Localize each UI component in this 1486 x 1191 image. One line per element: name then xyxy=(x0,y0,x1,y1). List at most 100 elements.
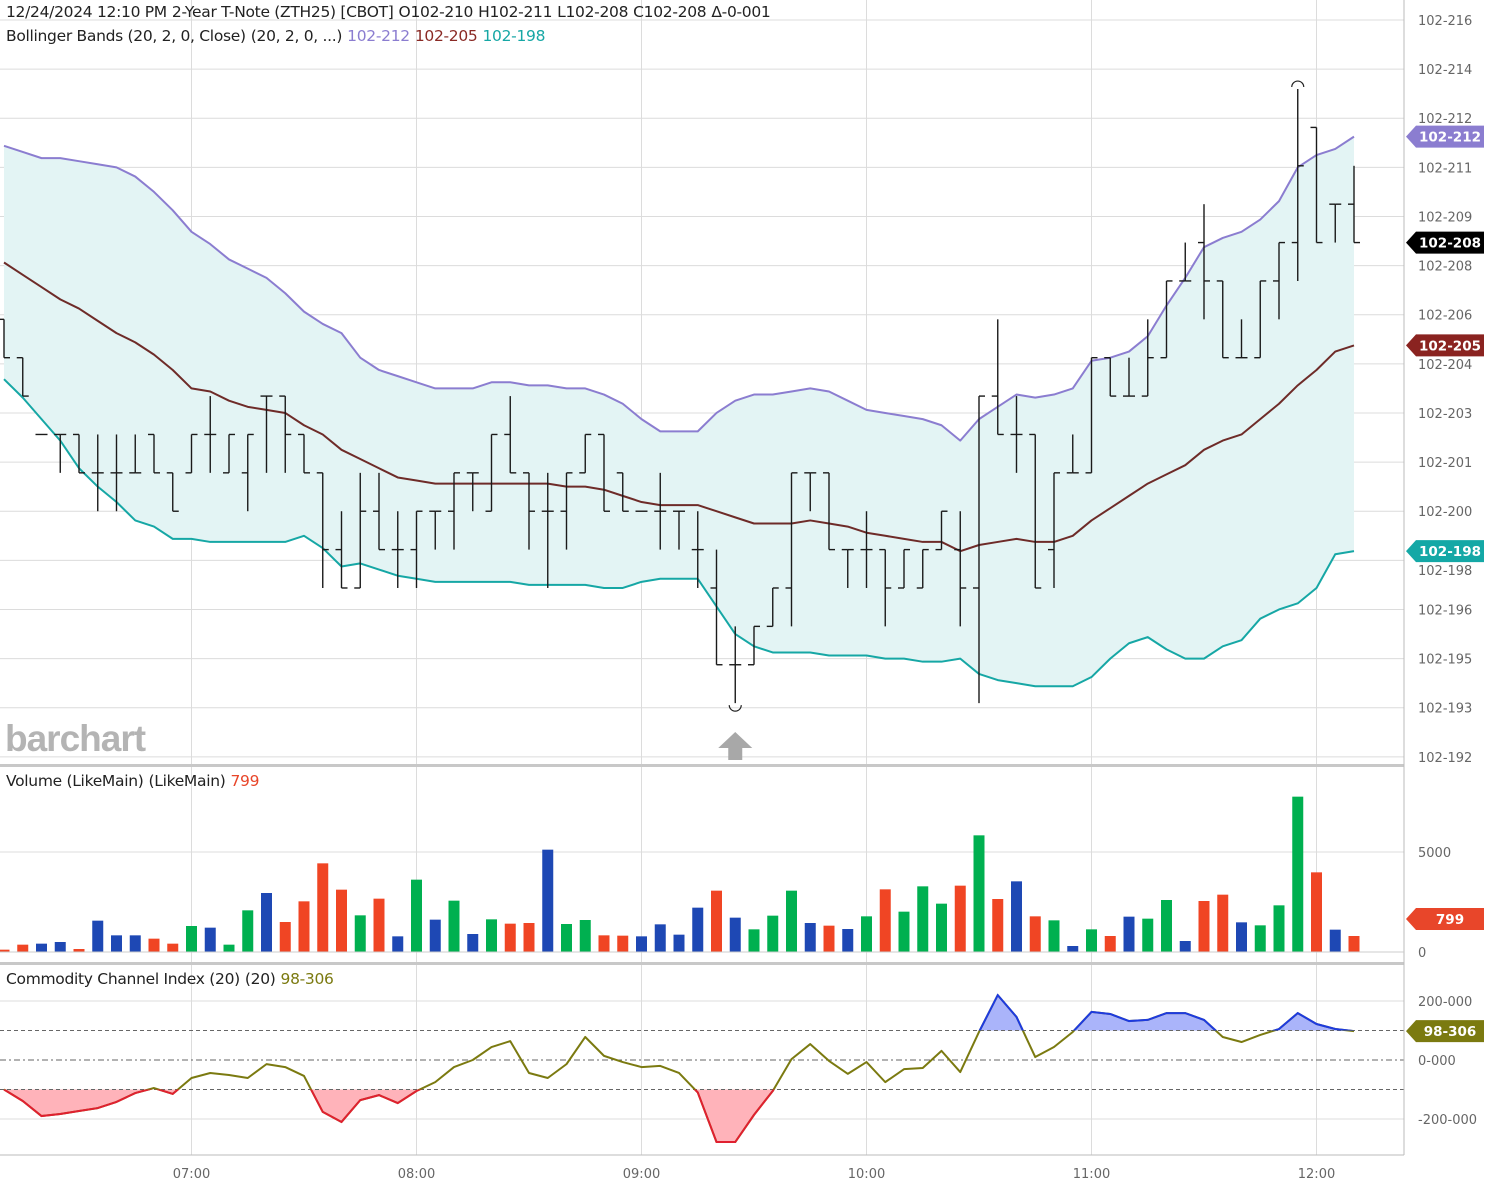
volume-bar[interactable] xyxy=(936,903,947,952)
ohlc-bar[interactable] xyxy=(54,433,67,473)
volume-bar[interactable] xyxy=(73,949,85,952)
volume-bar[interactable] xyxy=(1348,936,1360,952)
ohlc-bar[interactable] xyxy=(560,472,573,550)
volume-bar[interactable] xyxy=(804,923,816,952)
volume-bar[interactable] xyxy=(767,915,779,952)
ohlc-bar[interactable] xyxy=(1329,203,1342,243)
volume-bar[interactable] xyxy=(786,890,797,952)
ohlc-bar[interactable] xyxy=(1235,319,1248,359)
volume-bar[interactable] xyxy=(842,929,854,952)
volume-bar[interactable] xyxy=(167,943,179,952)
volume-bar[interactable] xyxy=(317,863,329,952)
volume-bar[interactable] xyxy=(861,916,872,952)
volume-bar[interactable] xyxy=(954,885,966,952)
ohlc-bar[interactable] xyxy=(466,472,479,512)
volume-bar[interactable] xyxy=(1086,929,1097,952)
ohlc-bar[interactable] xyxy=(241,433,254,512)
volume-bar[interactable] xyxy=(261,893,272,952)
volume-bar[interactable] xyxy=(1329,929,1341,952)
ohlc-bar[interactable] xyxy=(1104,357,1117,397)
ohlc-bar[interactable] xyxy=(16,357,29,397)
ohlc-bar[interactable] xyxy=(1198,204,1210,320)
volume-bar[interactable] xyxy=(617,935,629,952)
volume-bar[interactable] xyxy=(336,889,347,952)
ohlc-bar[interactable] xyxy=(879,548,892,627)
volume-bar[interactable] xyxy=(0,949,10,952)
ohlc-bar[interactable] xyxy=(654,472,667,550)
ohlc-bar[interactable] xyxy=(598,433,610,512)
ohlc-bar[interactable] xyxy=(841,548,854,588)
ohlc-bar[interactable] xyxy=(898,548,910,589)
volume-bar[interactable] xyxy=(242,910,254,952)
volume-bar[interactable] xyxy=(54,942,66,952)
volume-bar[interactable] xyxy=(561,924,572,952)
volume-bar[interactable] xyxy=(523,923,535,952)
volume-bar[interactable] xyxy=(36,943,47,952)
ohlc-bar[interactable] xyxy=(0,318,10,359)
volume-bar[interactable] xyxy=(1029,916,1041,952)
ohlc-bar[interactable] xyxy=(373,472,385,551)
volume-bar[interactable] xyxy=(17,944,29,952)
volume-bar[interactable] xyxy=(917,886,929,952)
volume-bar[interactable] xyxy=(542,849,554,952)
volume-bar[interactable] xyxy=(1011,881,1022,952)
ohlc-bar[interactable] xyxy=(410,510,423,588)
ohlc-bar[interactable] xyxy=(335,511,348,589)
ohlc-bar[interactable] xyxy=(129,434,142,474)
volume-bar[interactable] xyxy=(598,935,610,952)
volume-bar[interactable] xyxy=(373,898,385,952)
ohlc-bar[interactable] xyxy=(110,434,123,512)
ohlc-bar[interactable] xyxy=(148,433,160,474)
volume-bar[interactable] xyxy=(1179,941,1191,952)
ohlc-bar[interactable] xyxy=(166,472,179,512)
ohlc-bar[interactable] xyxy=(860,511,873,588)
volume-bar[interactable] xyxy=(148,938,160,952)
ohlc-bar[interactable] xyxy=(616,472,629,512)
ohlc-bar[interactable] xyxy=(541,472,554,588)
volume-bar[interactable] xyxy=(392,936,404,952)
ohlc-bar[interactable] xyxy=(279,395,292,473)
ohlc-bar[interactable] xyxy=(1254,280,1267,359)
volume-bar[interactable] xyxy=(92,920,104,952)
ohlc-bar[interactable] xyxy=(1085,357,1098,474)
volume-bar[interactable] xyxy=(748,929,760,952)
ohlc-bar[interactable] xyxy=(691,511,704,588)
ohlc-bar[interactable] xyxy=(579,433,592,474)
volume-bar[interactable] xyxy=(1292,796,1304,952)
volume-bar[interactable] xyxy=(486,919,497,952)
ohlc-bar[interactable] xyxy=(1291,89,1304,281)
ohlc-bar[interactable] xyxy=(766,587,779,628)
volume-bar[interactable] xyxy=(579,920,591,952)
quote-symbol[interactable]: 2-Year T-Note (ZTH25) [CBOT] xyxy=(171,3,394,21)
pane-separator[interactable] xyxy=(0,962,1404,965)
volume-bar[interactable] xyxy=(429,919,441,952)
ohlc-bar[interactable] xyxy=(785,472,798,627)
ohlc-bar[interactable] xyxy=(354,472,367,589)
volume-bar[interactable] xyxy=(467,934,479,952)
volume-bar[interactable] xyxy=(204,927,216,952)
volume-bar[interactable] xyxy=(992,899,1004,952)
volume-bar[interactable] xyxy=(448,900,460,952)
ohlc-bar[interactable] xyxy=(935,510,948,551)
ohlc-bar[interactable] xyxy=(1310,126,1323,244)
volume-bar[interactable] xyxy=(823,925,835,952)
volume-bar[interactable] xyxy=(898,911,910,952)
ohlc-bar[interactable] xyxy=(391,511,404,588)
volume-bar[interactable] xyxy=(673,934,685,952)
volume-bar[interactable] xyxy=(729,917,741,952)
ohlc-bar[interactable] xyxy=(91,434,104,512)
volume-bar[interactable] xyxy=(1311,872,1322,952)
ohlc-bar[interactable] xyxy=(504,396,517,474)
volume-bar[interactable] xyxy=(1067,946,1079,952)
ohlc-bar[interactable] xyxy=(973,395,985,704)
volume-bar[interactable] xyxy=(1254,925,1266,952)
volume-bar[interactable] xyxy=(129,935,141,952)
volume-bar[interactable] xyxy=(1048,920,1060,952)
volume-bar[interactable] xyxy=(1273,905,1285,952)
volume-bar[interactable] xyxy=(223,944,235,952)
ohlc-bar[interactable] xyxy=(991,319,1004,436)
volume-bar[interactable] xyxy=(111,935,122,952)
pane-separator[interactable] xyxy=(0,764,1404,767)
volume-legend[interactable]: Volume (LikeMain) (LikeMain) 799 xyxy=(6,772,264,790)
ohlc-bar[interactable] xyxy=(1066,434,1079,474)
